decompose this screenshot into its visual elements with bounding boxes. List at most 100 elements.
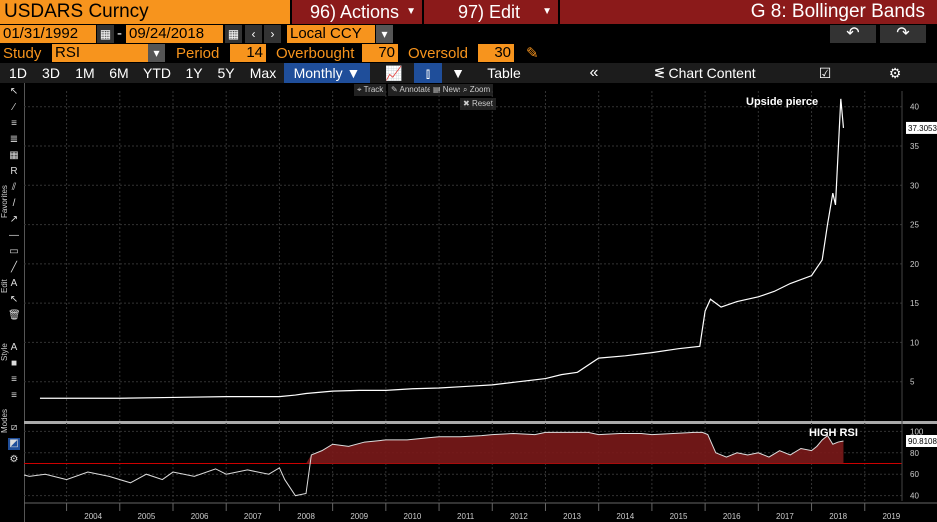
- tab-ytd[interactable]: YTD: [143, 65, 171, 81]
- favorites-label: Favorites: [0, 185, 9, 218]
- line-chart-icon[interactable]: 📈: [385, 65, 403, 81]
- last-price-label: 37.3053: [908, 124, 937, 133]
- y-tick-label: 30: [910, 181, 919, 190]
- caret-down-icon[interactable]: ▾: [376, 25, 393, 43]
- x-tick-label: 2012: [510, 512, 528, 521]
- x-tick-label: 2019: [882, 512, 900, 521]
- pen-icon[interactable]: ∕: [13, 102, 15, 113]
- trendline-icon[interactable]: /: [12, 198, 16, 209]
- y-tick-label: 10: [910, 338, 919, 347]
- modes-label: Modes: [0, 408, 9, 433]
- settings-icon[interactable]: ⚙: [9, 454, 19, 465]
- candlestick-icon[interactable]: ⫾: [414, 63, 442, 83]
- cursor-icon[interactable]: ↖: [9, 86, 19, 97]
- start-date-input[interactable]: 01/31/1992: [0, 25, 96, 43]
- y-tick-label: 80: [910, 449, 919, 458]
- x-tick-label: 2013: [563, 512, 581, 521]
- track-label: Track: [363, 85, 384, 94]
- end-date-input[interactable]: 09/24/2018: [126, 25, 223, 43]
- oversold-input[interactable]: 30: [478, 44, 514, 62]
- study-label: Study: [3, 45, 42, 62]
- tab-max[interactable]: Max: [249, 65, 277, 81]
- y-tick-label: 15: [910, 299, 919, 308]
- x-tick-label: 2011: [457, 512, 475, 521]
- y-tick-label: 20: [910, 260, 919, 269]
- overbought-label: Overbought: [276, 45, 355, 62]
- y-tick-label: 40: [910, 103, 919, 112]
- annotate-button[interactable]: ✎ Annotate: [388, 84, 435, 96]
- chart-icon: ᓬ: [654, 65, 669, 81]
- edit-chart-icon[interactable]: ☑: [818, 65, 832, 81]
- upside-pierce-annotation: Upside pierce: [746, 96, 818, 108]
- period-label: Period: [176, 45, 220, 62]
- trash-icon[interactable]: 🗑: [8, 310, 21, 321]
- last-rsi-label: 90.8108: [908, 437, 937, 446]
- study-select[interactable]: RSI: [52, 44, 148, 62]
- level-icon[interactable]: ≣: [9, 134, 19, 145]
- price-chart[interactable]: 2004 2005 2006 2007 2008 2009 2010 2011 2012 2013…: [24, 83, 937, 522]
- x-tick-label: 2007: [244, 512, 262, 521]
- x-tick-label: 2004: [84, 512, 102, 521]
- fib-icon[interactable]: ≡: [11, 118, 17, 129]
- line-weight-icon[interactable]: ≡: [11, 374, 17, 385]
- x-tick-label: 2015: [670, 512, 688, 521]
- x-tick-label: 2005: [137, 512, 155, 521]
- tab-1y[interactable]: 1Y: [185, 65, 203, 81]
- caret-down-icon: ▼: [542, 6, 552, 17]
- font-icon[interactable]: A: [10, 342, 18, 353]
- y-tick-label: 100: [910, 427, 924, 436]
- tab-3d[interactable]: 3D: [42, 65, 60, 81]
- tab-1d[interactable]: 1D: [9, 65, 27, 81]
- redo-icon[interactable]: ↷: [880, 25, 926, 43]
- news-label: News: [442, 85, 463, 94]
- actions-menu[interactable]: 96) Actions ▼: [292, 0, 422, 24]
- eraser-icon[interactable]: ▭: [9, 246, 19, 257]
- collapse-icon[interactable]: «: [589, 64, 599, 81]
- zoom-button[interactable]: ⌕ Zoom: [460, 84, 494, 96]
- last-price-box: [906, 121, 937, 134]
- ticker-field[interactable]: USDARS Curncy: [0, 0, 290, 24]
- table-button[interactable]: Table: [487, 65, 521, 81]
- edit-label: 97) Edit: [458, 2, 521, 22]
- toolbar: [0, 63, 937, 83]
- x-tick-label: 2006: [191, 512, 209, 521]
- x-tick-label: 2014: [616, 512, 634, 521]
- gear-icon[interactable]: ⚙: [888, 65, 902, 81]
- calendar-icon[interactable]: ▦: [97, 25, 114, 43]
- fill-icon[interactable]: ■: [10, 358, 18, 369]
- lock-icon[interactable]: ⧄: [10, 422, 18, 433]
- edit-menu[interactable]: 97) Edit ▼: [424, 0, 558, 24]
- style-label: Style: [0, 343, 9, 361]
- mode-icon[interactable]: ◩: [8, 438, 20, 450]
- y-tick-label: 60: [910, 470, 919, 479]
- calendar-icon[interactable]: ▦: [225, 25, 242, 43]
- ruler-icon[interactable]: R: [10, 166, 18, 177]
- horizontal-line-icon[interactable]: —: [9, 230, 19, 241]
- grid-icon[interactable]: ▦: [9, 150, 19, 161]
- caret-down-icon[interactable]: ▾: [148, 44, 165, 62]
- tab-5y[interactable]: 5Y: [217, 65, 235, 81]
- period-select[interactable]: Monthly ▼: [284, 63, 370, 83]
- text-tool-icon[interactable]: A: [10, 278, 18, 289]
- arrow-line-icon[interactable]: ↗: [9, 214, 19, 225]
- x-tick-label: 2017: [776, 512, 794, 521]
- overbought-input[interactable]: 70: [362, 44, 398, 62]
- caret-down-icon[interactable]: ▼: [451, 65, 465, 81]
- line-tool-icon[interactable]: ╱: [10, 262, 18, 273]
- channel-icon[interactable]: ⫽: [11, 182, 17, 193]
- chevron-left-icon[interactable]: ‹: [245, 25, 262, 43]
- tab-6m[interactable]: 6M: [109, 65, 129, 81]
- chevron-right-icon[interactable]: ›: [264, 25, 281, 43]
- x-tick-label: 2018: [829, 512, 847, 521]
- track-button[interactable]: ⌖ Track: [354, 84, 387, 96]
- period-input[interactable]: 14: [230, 44, 266, 62]
- undo-icon[interactable]: ↶: [830, 25, 876, 43]
- chart-content-button[interactable]: ᓬ Chart Content: [620, 63, 790, 83]
- currency-select[interactable]: Local CCY: [287, 25, 375, 43]
- tab-1m[interactable]: 1M: [75, 65, 95, 81]
- pencil-icon[interactable]: ✎: [526, 45, 539, 62]
- select-icon[interactable]: ↖: [9, 294, 19, 305]
- line-style-icon[interactable]: ≡: [11, 390, 17, 401]
- reset-label: Reset: [471, 99, 493, 108]
- annotation-toolbar: ↖ ∕ ≡ ≣ ▦ R ⫽ / ↗ — ▭ ╱ A ↖ 🗑 A ■ ≡ ≡ ⧄ …: [0, 83, 25, 522]
